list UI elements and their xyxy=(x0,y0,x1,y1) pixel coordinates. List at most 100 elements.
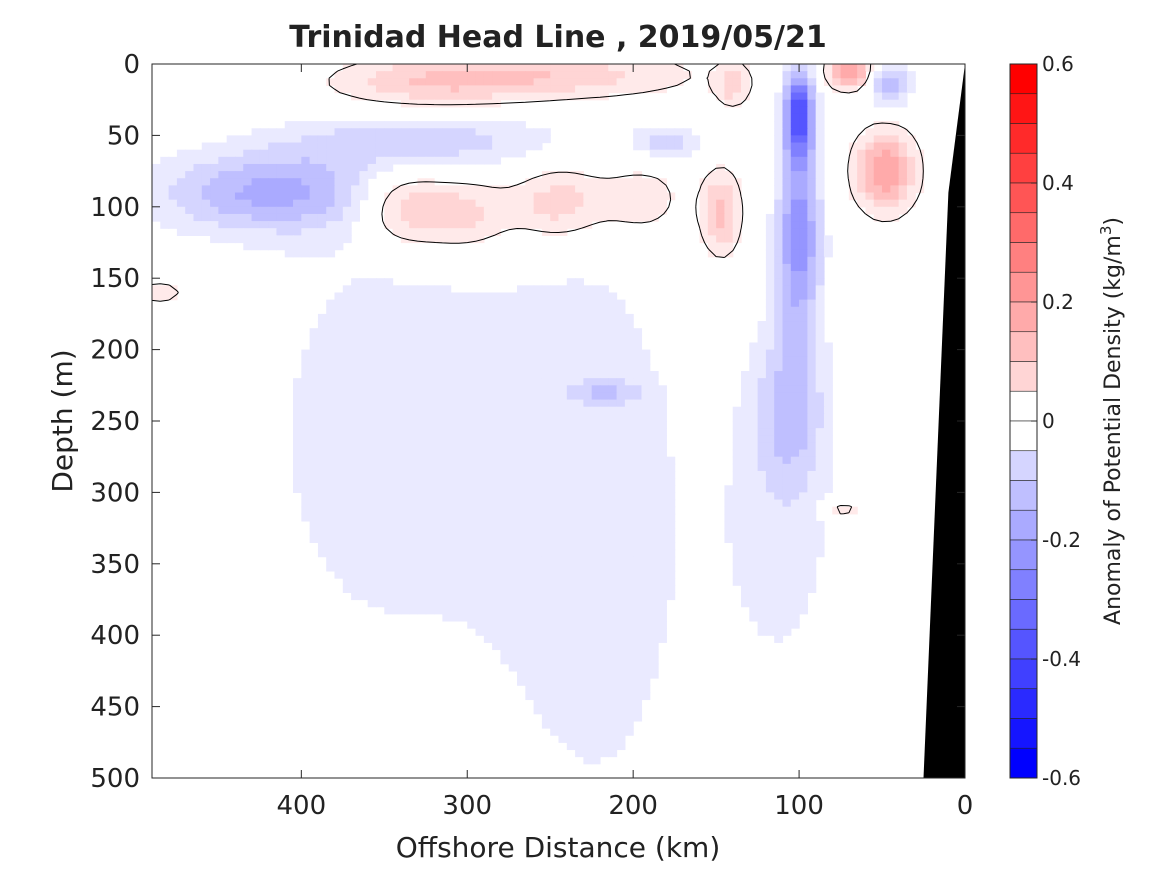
heat-cell xyxy=(550,692,560,701)
heat-cell xyxy=(417,478,427,486)
heat-cell xyxy=(633,178,643,186)
heat-cell xyxy=(765,470,775,479)
heat-cell xyxy=(442,563,452,572)
heat-cell xyxy=(566,71,576,79)
heat-cell xyxy=(583,313,593,322)
heat-cell xyxy=(342,406,352,415)
heat-cell xyxy=(384,563,394,572)
heat-cell xyxy=(716,78,726,87)
heat-cell xyxy=(525,313,535,322)
heat-cell xyxy=(517,349,526,358)
heat-cell xyxy=(425,78,435,87)
heat-cell xyxy=(351,456,360,465)
heat-cell xyxy=(367,520,377,529)
heat-cell xyxy=(359,456,369,465)
heat-cell xyxy=(550,328,560,336)
heat-cell xyxy=(641,506,651,515)
heat-cell xyxy=(566,685,576,693)
heat-cell xyxy=(608,399,618,408)
heat-cell xyxy=(533,449,543,458)
heat-cell xyxy=(599,720,609,729)
heat-cell xyxy=(575,528,584,536)
heat-cell xyxy=(359,513,369,522)
heat-cell xyxy=(351,592,360,601)
heat-cell xyxy=(334,213,344,222)
heat-cell xyxy=(765,528,775,536)
heat-cell xyxy=(599,742,609,751)
heat-cell xyxy=(558,513,568,522)
heat-cell xyxy=(508,585,518,593)
heat-cell xyxy=(367,335,377,344)
heat-cell xyxy=(757,342,767,351)
heat-cell xyxy=(434,385,443,394)
heat-cell xyxy=(533,592,543,601)
heat-cell xyxy=(641,371,651,379)
heat-cell xyxy=(765,335,775,344)
heat-cell xyxy=(375,449,385,458)
heat-cell xyxy=(591,428,601,436)
heat-cell xyxy=(807,506,817,515)
heat-cell xyxy=(342,399,352,408)
heat-cell xyxy=(558,199,568,208)
heat-cell xyxy=(425,149,435,158)
heat-cell xyxy=(334,149,344,158)
heat-cell xyxy=(483,371,493,379)
heat-cell xyxy=(774,578,784,586)
heat-cell xyxy=(782,299,792,308)
heat-cell xyxy=(375,456,385,465)
heat-cell xyxy=(417,64,427,72)
heat-cell xyxy=(384,428,394,436)
heat-cell xyxy=(384,485,394,493)
heat-cell xyxy=(757,606,767,615)
heat-cell xyxy=(317,171,327,179)
heat-cell xyxy=(550,685,560,693)
heat-cell xyxy=(575,535,584,543)
heat-cell xyxy=(375,578,385,586)
heat-cell xyxy=(599,378,609,386)
heat-cell xyxy=(434,349,443,358)
heat-cell xyxy=(500,299,510,308)
heat-cell xyxy=(799,385,808,394)
heat-cell xyxy=(658,635,667,643)
heat-cell xyxy=(575,335,584,344)
heat-cell xyxy=(558,585,568,593)
heat-cell xyxy=(624,592,634,601)
heat-cell xyxy=(550,192,560,201)
heat-cell xyxy=(616,485,626,493)
heat-cell xyxy=(500,213,510,222)
heat-cell xyxy=(483,478,493,486)
colorbar-label-main: Anomaly of Potential Density (kg/m xyxy=(1101,235,1126,625)
heat-cell xyxy=(658,620,667,629)
heat-cell xyxy=(525,599,535,608)
heat-cell xyxy=(898,149,908,158)
heat-cell xyxy=(799,542,808,551)
heat-cell xyxy=(492,513,502,522)
heat-cell xyxy=(749,513,759,522)
heat-cell xyxy=(409,128,419,136)
heat-cell xyxy=(807,113,817,122)
heat-cell xyxy=(815,313,825,322)
heat-cell xyxy=(218,199,228,208)
heat-cell xyxy=(326,221,336,229)
heat-cell xyxy=(359,278,369,286)
heat-cell xyxy=(823,363,833,372)
heat-cell xyxy=(517,121,526,129)
heat-cell xyxy=(658,506,667,515)
heat-cell xyxy=(624,64,634,72)
heat-cell xyxy=(724,192,734,201)
heat-cell xyxy=(641,492,651,501)
heat-cell xyxy=(243,242,253,251)
heat-cell xyxy=(367,549,377,558)
heat-cell xyxy=(765,256,775,265)
heat-cell xyxy=(259,135,269,144)
heat-cell xyxy=(367,363,377,372)
heat-cell xyxy=(334,478,344,486)
heat-cell xyxy=(351,421,360,429)
heat-cell xyxy=(633,585,643,593)
heat-cell xyxy=(517,413,526,422)
heat-cell xyxy=(633,542,643,551)
heat-cell xyxy=(185,192,195,201)
heat-cell xyxy=(848,171,858,179)
heat-cell xyxy=(500,342,510,351)
heat-cell xyxy=(608,678,618,686)
